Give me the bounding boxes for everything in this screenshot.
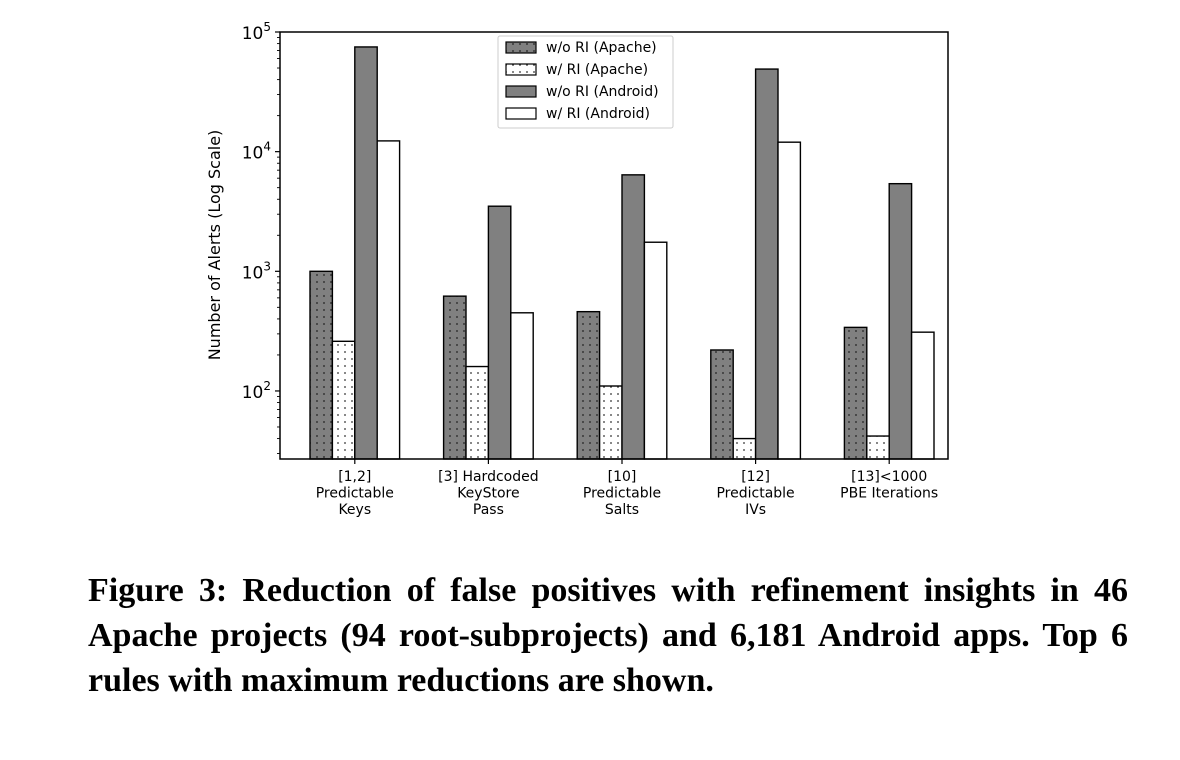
y-tick-label: 102 xyxy=(242,379,271,403)
legend-label-1: w/o RI (Apache) xyxy=(546,40,657,56)
bar-1-series-3 xyxy=(354,46,378,460)
legend-swatch-1 xyxy=(505,41,537,54)
bar-3-series-4 xyxy=(643,241,668,460)
y-tick-label: 105 xyxy=(242,20,271,44)
legend-swatch-4 xyxy=(505,107,537,120)
x-tick-label: [12] Predictable IVs xyxy=(716,469,794,518)
y-tick-label: 103 xyxy=(242,259,271,283)
legend-label-4: w/ RI (Android) xyxy=(546,106,650,122)
bar-3-series-2 xyxy=(598,385,623,460)
bar-5-series-4 xyxy=(910,331,935,460)
bar-3-series-3 xyxy=(621,174,646,460)
bar-3-series-1 xyxy=(576,310,601,460)
legend-label-3: w/o RI (Android) xyxy=(546,84,659,100)
x-tick-label: [10] Predictable Salts xyxy=(583,469,661,518)
bar-2-series-1 xyxy=(442,295,467,460)
y-tick-label: 104 xyxy=(242,140,271,164)
x-tick-label: [1,2] Predictable Keys xyxy=(316,469,394,518)
x-axis-ticks: [1,2] Predictable Keys [3] Hardcoded KeyStor… xyxy=(316,459,938,518)
bar-1-series-4 xyxy=(376,140,401,460)
bar-5-series-2 xyxy=(866,435,890,460)
bar-4-series-4 xyxy=(777,141,802,460)
figure-caption: Figure 3: Reduction of false positives w… xyxy=(88,572,1128,699)
bar-1-series-2 xyxy=(331,340,356,460)
bar-4-series-1 xyxy=(710,349,734,460)
x-tick-label: [13]<1000 PBE Iterations xyxy=(840,469,938,502)
bar-4-series-2 xyxy=(732,437,757,460)
legend-swatch-2 xyxy=(505,63,537,76)
y-axis-label: Number of Alerts (Log Scale) xyxy=(205,130,224,361)
x-tick-label: [3] Hardcoded KeyStore Pass xyxy=(438,469,538,518)
bar-2-series-4 xyxy=(510,312,534,460)
y-axis-ticks: 102 103 104 105 xyxy=(242,20,280,454)
legend: w/o RI (Apache) w/ RI (Apache) w/o RI (And… xyxy=(497,35,674,129)
bar-2-series-3 xyxy=(487,205,512,460)
legend-swatch-3 xyxy=(505,85,537,98)
bar-1-series-1 xyxy=(309,270,334,460)
legend-label-2: w/ RI (Apache) xyxy=(546,62,648,78)
plot-frame xyxy=(279,31,949,460)
bar-4-series-3 xyxy=(754,68,779,460)
legend-box xyxy=(497,35,674,129)
bar-5-series-1 xyxy=(843,326,868,460)
bar-2-series-2 xyxy=(465,365,490,460)
bar-5-series-3 xyxy=(888,182,913,460)
bar-chart: [1,2] Predictable Keys [3] Hardcoded KeyStor… xyxy=(205,20,949,518)
